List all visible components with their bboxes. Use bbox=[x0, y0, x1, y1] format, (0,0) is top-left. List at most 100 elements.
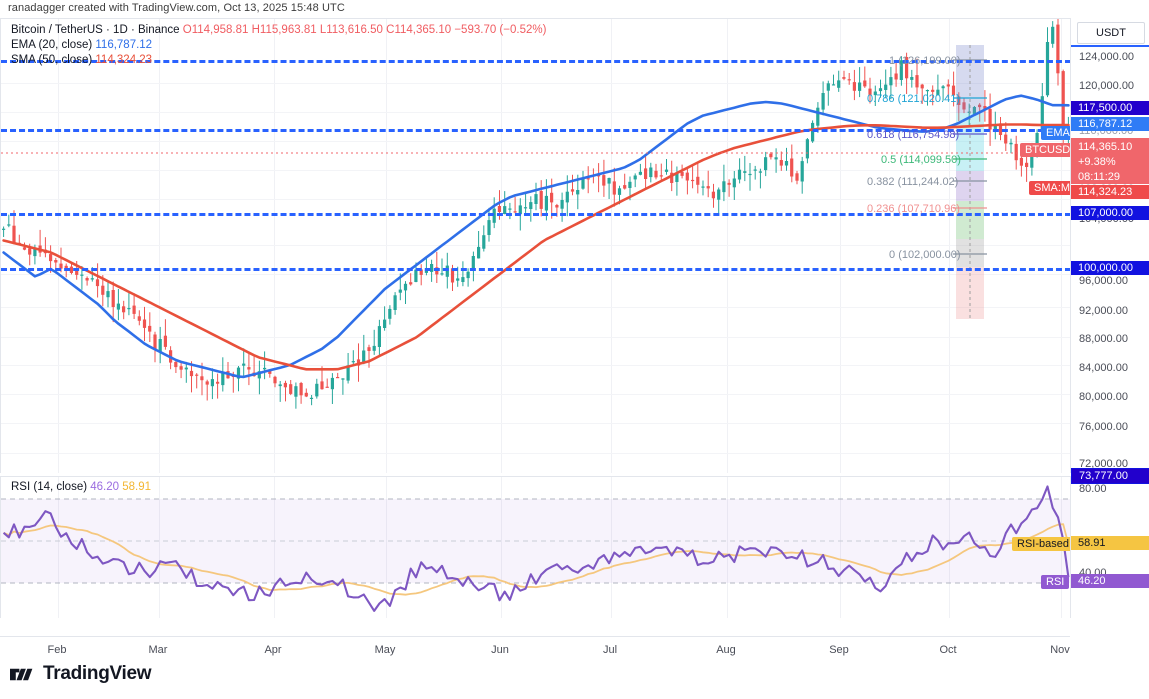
hgrid bbox=[1, 274, 1070, 275]
hgrid bbox=[1, 170, 1070, 171]
time-tick: Apr bbox=[264, 644, 282, 656]
fib-price-value: (114,099.50) bbox=[899, 154, 961, 166]
vgrid bbox=[611, 19, 612, 473]
tradingview-logo-mark bbox=[10, 668, 33, 680]
legend-sma-line[interactable]: SMA (50, close) 114,324.23 bbox=[11, 53, 546, 68]
hgrid bbox=[1, 337, 1070, 338]
support-100000-badge[interactable]: 100,000.00 bbox=[1071, 261, 1149, 275]
axis-divider bbox=[1071, 45, 1149, 47]
tradingview-logo[interactable]: TradingView bbox=[10, 663, 152, 685]
hgrid bbox=[1, 365, 1070, 366]
time-axis[interactable]: Feb Mar Apr May Jun Jul Aug Sep Oct Nov bbox=[0, 636, 1070, 664]
hgrid bbox=[1, 141, 1070, 142]
axis-tick: 76,000.00 bbox=[1079, 421, 1128, 433]
time-tick: Mar bbox=[148, 644, 168, 656]
support-73777-badge[interactable]: 73,777.00 bbox=[1071, 468, 1149, 484]
legend-change: −593.70 (−0.52%) bbox=[454, 24, 547, 36]
fib-retracement-bands bbox=[956, 45, 984, 319]
vgrid bbox=[159, 477, 160, 618]
ema-tag[interactable]: EMA bbox=[1041, 126, 1070, 140]
resistance-117500-badge[interactable]: 117,500.00 bbox=[1071, 101, 1149, 115]
last-price-value: 114,365.10 bbox=[1078, 141, 1133, 153]
legend-symbol[interactable]: Bitcoin / TetherUS · 1D · Binance bbox=[11, 24, 180, 36]
open-value: 114,958.81 bbox=[191, 24, 249, 36]
sma-label: SMA (50, close) bbox=[11, 54, 93, 66]
rsi-legend: RSI (14, close) 46.20 58.91 bbox=[11, 481, 151, 493]
last-price-badge[interactable]: 114,365.10 +9.38% 08:11:29 bbox=[1071, 138, 1149, 184]
fib-price-value: (126,199.00) bbox=[898, 55, 961, 67]
axis-tick: 120,000.00 bbox=[1079, 80, 1135, 92]
time-tick: Jun bbox=[491, 644, 509, 656]
hgrid bbox=[1, 83, 1070, 84]
fib-level-value: 0.786 bbox=[867, 93, 895, 105]
legend-close: C114,365.10 bbox=[386, 24, 451, 36]
rsi-ma-tag[interactable]: RSI-based MA bbox=[1012, 537, 1070, 551]
axis-tick: 96,000.00 bbox=[1079, 275, 1128, 287]
legend-ohlc-line: Bitcoin / TetherUS · 1D · Binance O114,9… bbox=[11, 23, 546, 38]
fib-level-value: 0.382 bbox=[867, 176, 895, 188]
rsi-legend-value: 46.20 bbox=[90, 481, 120, 493]
vgrid bbox=[949, 477, 950, 618]
vgrid bbox=[501, 19, 502, 473]
vgrid bbox=[274, 19, 275, 473]
vgrid bbox=[58, 19, 59, 473]
vgrid bbox=[949, 19, 950, 473]
low-label: L bbox=[319, 24, 327, 36]
sr-line-100000[interactable] bbox=[1, 268, 1070, 271]
currency-label[interactable]: USDT bbox=[1077, 22, 1145, 44]
open-label: O bbox=[182, 24, 192, 36]
fib-level-value: 0.618 bbox=[867, 129, 895, 141]
fib-label-0382: 0.382 (111,244.02) bbox=[867, 176, 958, 188]
vgrid bbox=[386, 19, 387, 473]
ema-legend-value: 116,787.12 bbox=[95, 39, 153, 51]
low-value: 113,616.50 bbox=[326, 24, 383, 36]
fib-level-value: 1 bbox=[889, 55, 896, 67]
symbol-tag[interactable]: BTCUSDT bbox=[1020, 143, 1070, 157]
sr-line-107000[interactable] bbox=[1, 213, 1070, 216]
fib-label-05: 0.5 (114,099.50) bbox=[881, 154, 961, 166]
sma-legend-value: 114,324.23 bbox=[95, 54, 153, 66]
rsi-tag[interactable]: RSI bbox=[1041, 575, 1070, 589]
hgrid bbox=[1, 112, 1070, 113]
high-value: 115,963.81 bbox=[259, 24, 317, 36]
axis-tick: 124,000.00 bbox=[1079, 51, 1135, 63]
rsi-label: RSI (14, close) bbox=[11, 481, 88, 493]
rsi-pane[interactable]: RSI (14, close) 46.20 58.91 RSI-based MA… bbox=[0, 476, 1070, 618]
fib-price-value: (107,710.96) bbox=[897, 203, 960, 215]
close-label: C bbox=[386, 24, 395, 36]
rsi-axis[interactable]: 80.00 40.00 58.91 46.20 bbox=[1070, 476, 1149, 618]
legend-high: H115,963.81 bbox=[252, 24, 317, 36]
vgrid bbox=[274, 477, 275, 618]
rsi-axis-tick: 80.00 bbox=[1079, 483, 1107, 495]
bar-countdown-timer: 08:11:29 bbox=[1078, 171, 1121, 183]
support-107000-badge[interactable]: 107,000.00 bbox=[1071, 206, 1149, 220]
vgrid bbox=[611, 477, 612, 618]
sr-line-126199[interactable] bbox=[1, 60, 1070, 63]
rsi-ma-value-badge[interactable]: 58.91 bbox=[1071, 536, 1149, 550]
axis-tick: 92,000.00 bbox=[1079, 305, 1128, 317]
price-chart-pane[interactable]: 1 (126,199.00) 0.786 (121,020.41) 0.618 … bbox=[0, 18, 1070, 473]
legend-ema-line[interactable]: EMA (20, close) 116,787.12 bbox=[11, 38, 546, 53]
vgrid bbox=[159, 19, 160, 473]
price-change-percent: +9.38% bbox=[1078, 156, 1116, 168]
rsi-series-svg bbox=[1, 485, 1070, 612]
sr-line-117500[interactable] bbox=[1, 129, 1070, 132]
time-tick: Sep bbox=[829, 644, 849, 656]
sma-tag[interactable]: SMA:MA bbox=[1029, 181, 1070, 195]
sma-value-badge[interactable]: 114,324.23 bbox=[1071, 185, 1149, 199]
fib-price-value: (102,000.00) bbox=[898, 249, 961, 261]
time-tick: Jul bbox=[602, 644, 618, 656]
chart-frame: 1 (126,199.00) 0.786 (121,020.41) 0.618 … bbox=[0, 18, 1149, 656]
time-tick: Oct bbox=[939, 644, 957, 656]
rsi-value-badge[interactable]: 46.20 bbox=[1071, 574, 1149, 588]
vgrid bbox=[727, 19, 728, 473]
fib-level-value: 0.236 bbox=[867, 203, 895, 215]
vgrid bbox=[386, 477, 387, 618]
price-axis[interactable]: USDT 124,000.00 120,000.00 104,000.00 96… bbox=[1070, 18, 1149, 484]
ema-value-badge[interactable]: 116,787.12 bbox=[1071, 117, 1149, 131]
fib-price-value: (121,020.41) bbox=[897, 93, 960, 105]
time-tick: Nov bbox=[1050, 644, 1070, 656]
vgrid bbox=[840, 477, 841, 618]
axis-tick: 88,000.00 bbox=[1079, 333, 1128, 345]
vgrid bbox=[1061, 19, 1062, 473]
